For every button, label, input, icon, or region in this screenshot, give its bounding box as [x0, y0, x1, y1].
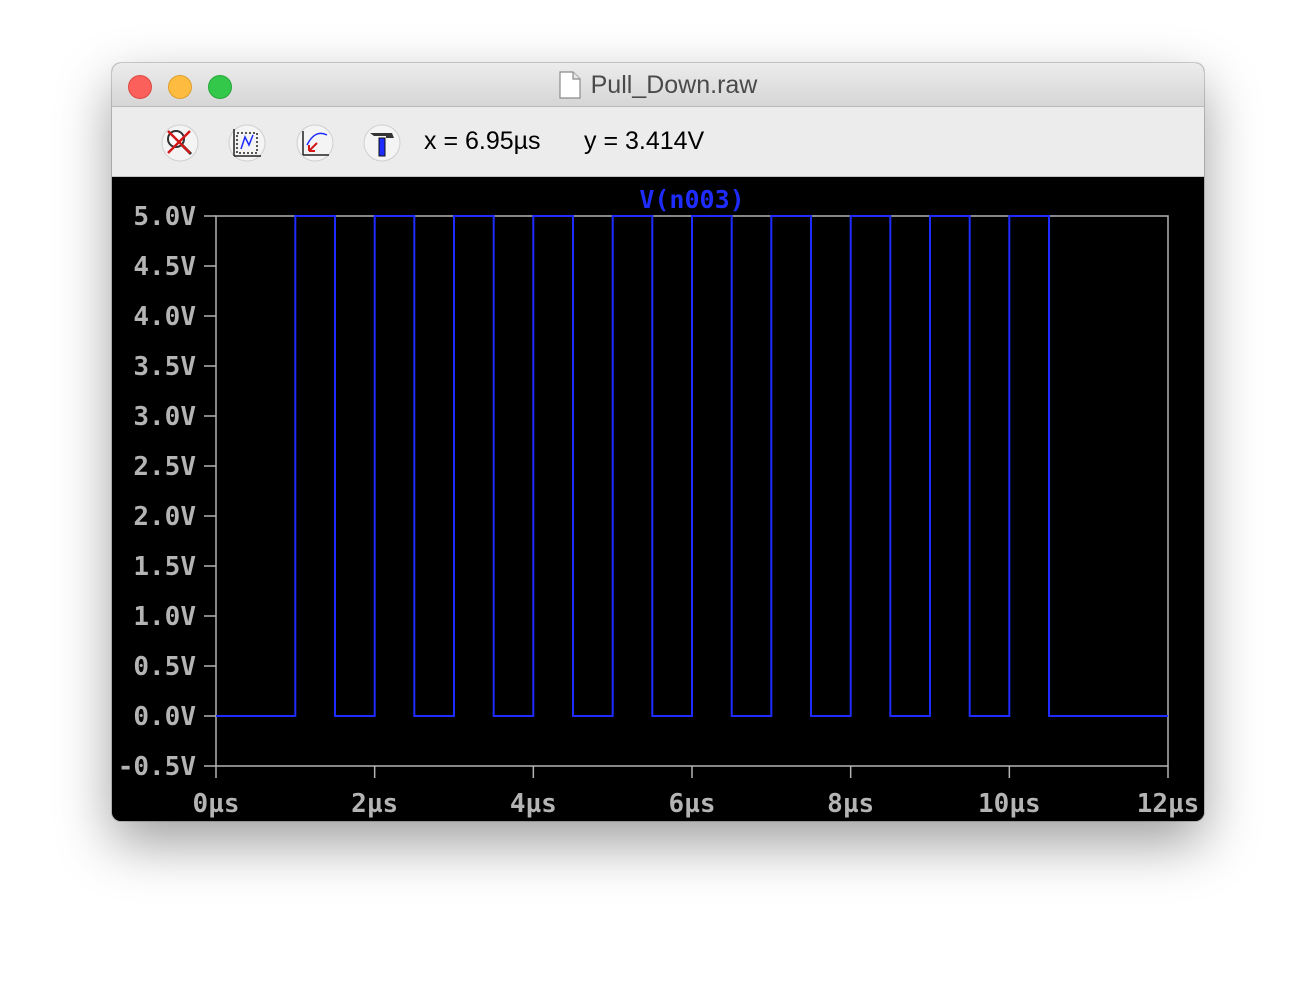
hammer-icon — [363, 124, 401, 162]
waveform-window: Pull_Down.raw — [112, 63, 1204, 821]
pan-icon — [296, 124, 334, 162]
y-tick-label: 4.0V — [133, 302, 196, 332]
x-tick-label: 12µs — [1137, 789, 1200, 819]
toolbar: x = 6.95µs y = 3.414V — [112, 107, 1204, 177]
document-icon — [559, 71, 581, 99]
y-tick-label: 3.5V — [133, 352, 196, 382]
y-tick-label: 5.0V — [133, 202, 196, 232]
close-button[interactable] — [128, 75, 152, 99]
x-tick-label: 8µs — [827, 789, 874, 819]
waveform-plot[interactable]: V(n003) 5.0V 4.5V 4.0V 3.5V 3.0V 2.5V 2.0V 1.5V… — [112, 177, 1204, 821]
y-tick-label: 0.0V — [133, 702, 196, 732]
window-title: Pull_Down.raw — [590, 70, 758, 99]
tools-button[interactable] — [362, 123, 402, 163]
y-tick-label: -0.5V — [118, 752, 196, 782]
autorange-button[interactable] — [227, 123, 267, 163]
zoom-cancel-icon — [161, 124, 199, 162]
minimize-button[interactable] — [168, 75, 192, 99]
plot-pane[interactable]: V(n003) 5.0V 4.5V 4.0V 3.5V 3.0V 2.5V 2.0V 1.5V… — [112, 177, 1204, 821]
y-tick-label: 3.0V — [133, 402, 196, 432]
autorange-icon — [228, 124, 266, 162]
x-tick-label: 10µs — [978, 789, 1041, 819]
x-tick-label: 4µs — [510, 789, 557, 819]
y-tick-label: 2.0V — [133, 502, 196, 532]
title-bar[interactable]: Pull_Down.raw — [112, 63, 1204, 107]
x-tick-label: 0µs — [193, 789, 240, 819]
pan-button[interactable] — [295, 123, 335, 163]
y-tick-label: 1.0V — [133, 602, 196, 632]
y-tick-label: 1.5V — [133, 552, 196, 582]
y-tick-label: 0.5V — [133, 652, 196, 682]
zoom-button[interactable] — [208, 75, 232, 99]
series-line — [216, 215, 1168, 717]
zoom-cancel-button[interactable] — [160, 123, 200, 163]
trace-title[interactable]: V(n003) — [639, 185, 744, 214]
x-tick-label: 2µs — [351, 789, 398, 819]
y-tick-label: 2.5V — [133, 452, 196, 482]
x-coordinate-readout: x = 6.95µs — [424, 127, 541, 155]
x-tick-label: 6µs — [669, 789, 716, 819]
y-coordinate-readout: y = 3.414V — [584, 127, 705, 155]
y-tick-label: 4.5V — [133, 252, 196, 282]
